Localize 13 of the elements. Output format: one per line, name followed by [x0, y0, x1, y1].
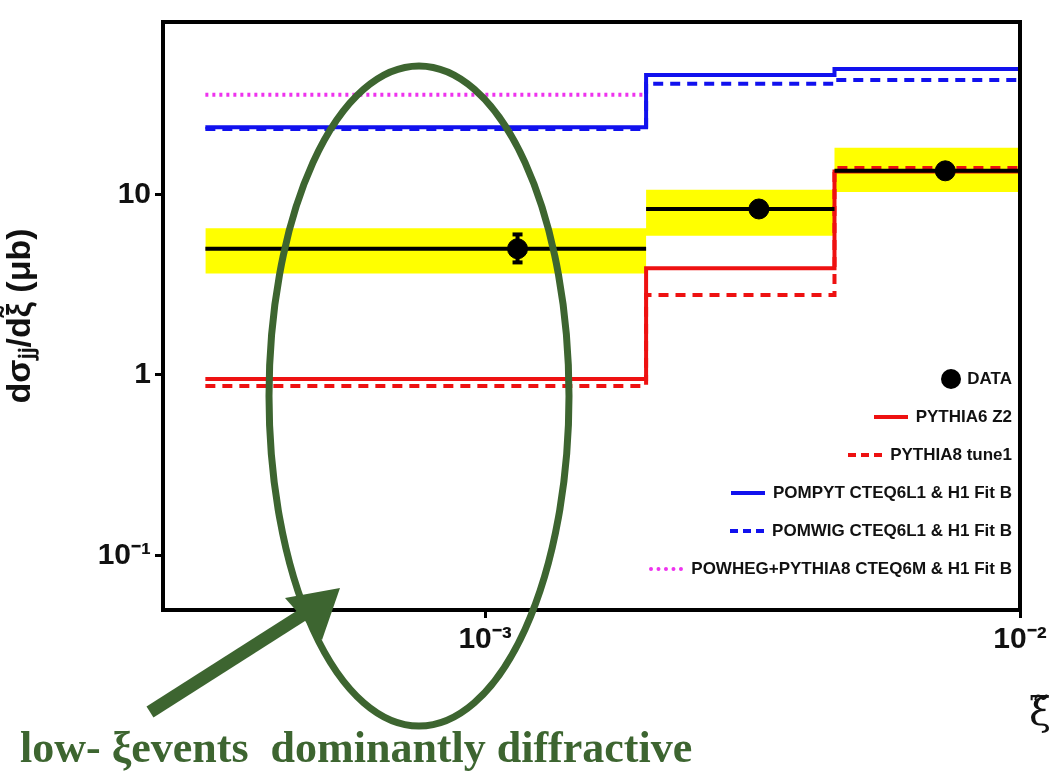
y-tick-label: 10⁻¹: [97, 536, 152, 570]
text: low- ξevents dominantly diffractive: [20, 722, 693, 773]
legend-label: DATA: [967, 369, 1012, 389]
x-tick-label: 10⁻²: [993, 621, 1047, 655]
y-tick-label: 10: [117, 175, 151, 209]
legend-label: POMWIG CTEQ6L1 & H1 Fit B: [772, 521, 1012, 541]
legend-label: PYTHIA8 tune1: [890, 445, 1012, 465]
x-axis-title: ξ̃: [1028, 688, 1052, 735]
legend-label: POMPYT CTEQ6L1 & H1 Fit B: [773, 483, 1012, 503]
y-tick-label: 1: [134, 356, 151, 390]
legend-label: POWHEG+PYTHIA8 CTEQ6M & H1 Fit B: [691, 559, 1012, 579]
legend-label: PYTHIA6 Z2: [915, 407, 1012, 427]
x-tick-label: 10⁻³: [458, 621, 512, 655]
